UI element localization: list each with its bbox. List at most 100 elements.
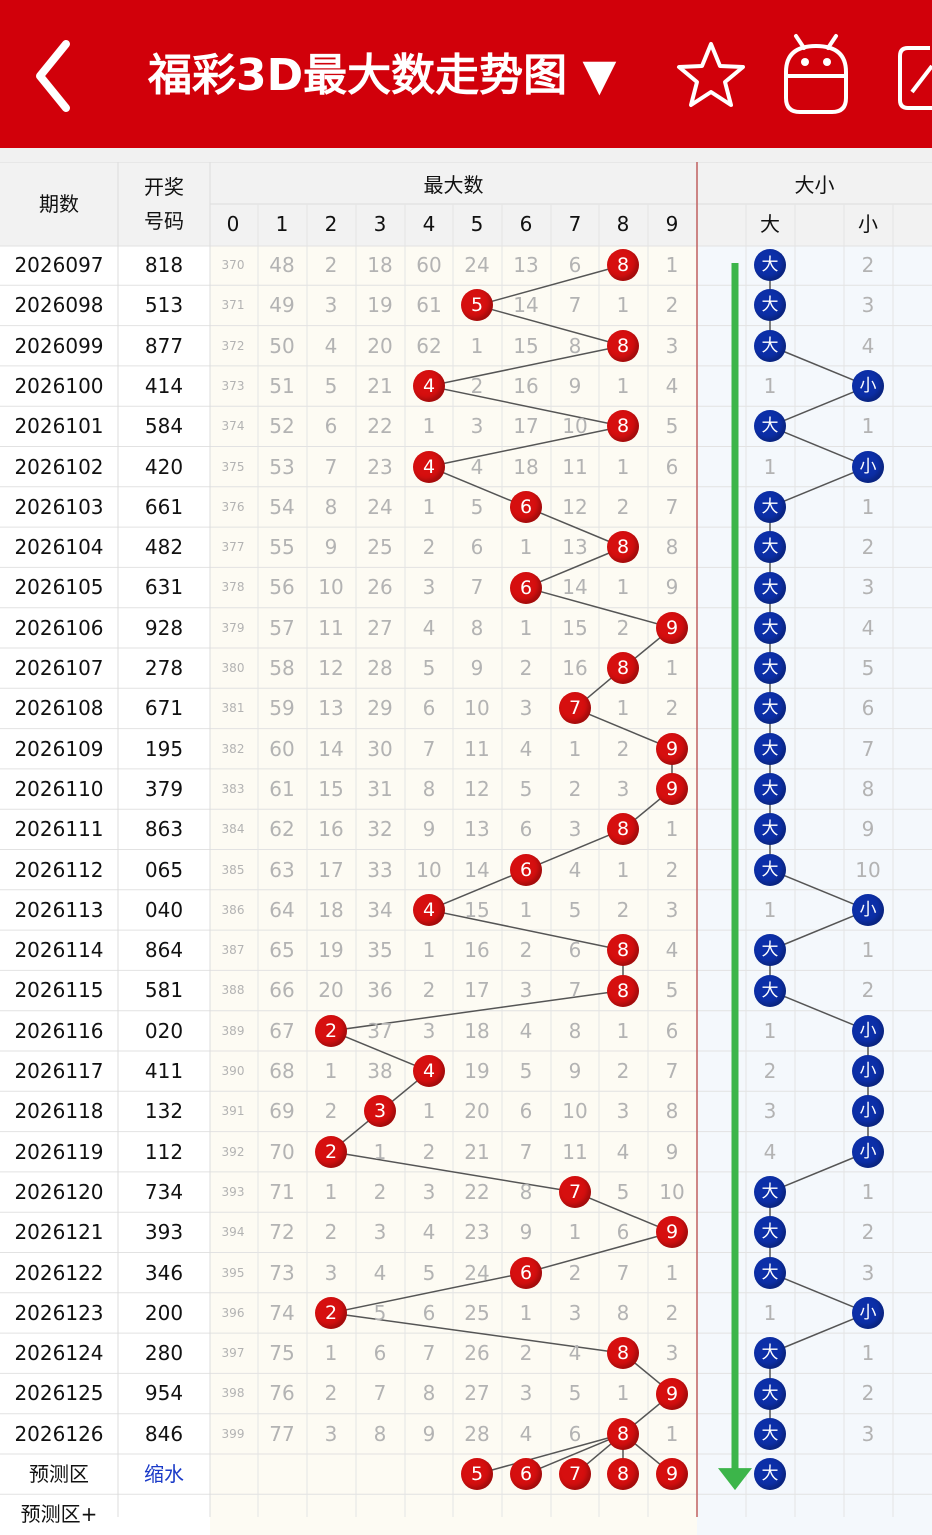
miss-cell: 2 — [324, 1220, 338, 1245]
page-title[interactable]: 福彩3D最大数走势图 ▼ — [148, 50, 617, 101]
edit-icon[interactable] — [890, 38, 932, 114]
size-miss-cell: 1 — [763, 1300, 777, 1325]
max-ball: 4 — [413, 893, 445, 926]
shrink-link[interactable]: 缩水 — [144, 1462, 184, 1486]
trend-line-max — [428, 345, 624, 387]
miss-cell: 29 — [367, 696, 393, 721]
miss-cell: 2 — [324, 253, 338, 277]
trend-line-max — [574, 1191, 673, 1234]
predict-ball: 6 — [510, 1458, 542, 1491]
miss-cell: 387 — [221, 943, 245, 958]
miss-cell: 6 — [568, 1421, 582, 1446]
android-icon[interactable] — [778, 32, 854, 116]
miss-cell: 14 — [464, 857, 490, 882]
miss-cell: 33 — [367, 857, 393, 882]
miss-cell: 22 — [367, 414, 393, 439]
miss-cell: 6 — [519, 1099, 533, 1124]
miss-cell: 3 — [422, 1018, 436, 1043]
header-max-group: 最大数 — [423, 173, 484, 197]
miss-cell: 36 — [367, 978, 393, 1003]
miss-cell: 8 — [422, 776, 436, 801]
miss-cell: 380 — [221, 661, 245, 675]
miss-cell: 6 — [470, 535, 484, 560]
green-arrow-head — [718, 1468, 752, 1491]
miss-cell: 35 — [367, 938, 393, 963]
miss-cell: 54 — [269, 494, 295, 519]
miss-cell: 374 — [221, 419, 245, 434]
miss-cell: 22 — [464, 1179, 490, 1204]
miss-cell: 1 — [422, 414, 436, 439]
draw-cell: 661 — [144, 494, 184, 519]
trend-line-size — [769, 425, 869, 468]
draw-cell: 200 — [144, 1300, 184, 1325]
miss-cell: 68 — [269, 1059, 295, 1083]
miss-cell: 5 — [665, 414, 679, 439]
miss-cell: 7 — [665, 494, 679, 519]
period-cell: 2026101 — [14, 414, 104, 439]
draw-cell: 877 — [144, 333, 184, 358]
miss-cell: 20 — [367, 333, 393, 358]
miss-cell: 394 — [221, 1225, 245, 1240]
miss-cell: 3 — [665, 897, 679, 922]
size-miss-cell: 1 — [861, 1179, 875, 1204]
period-cell: 2026107 — [14, 656, 104, 680]
size-miss-cell: 1 — [861, 414, 875, 439]
max-ball: 6 — [510, 571, 542, 604]
period-cell: 2026102 — [14, 454, 104, 479]
miss-cell: 8 — [568, 333, 582, 358]
draw-cell: 513 — [144, 293, 184, 318]
max-ball: 2 — [315, 1296, 347, 1329]
trend-line-max — [330, 1151, 576, 1193]
miss-cell: 370 — [221, 258, 245, 272]
miss-cell: 395 — [221, 1265, 245, 1280]
miss-cell: 2 — [519, 656, 533, 680]
trend-line-max — [428, 425, 624, 468]
miss-cell: 3 — [324, 1421, 338, 1446]
miss-cell: 72 — [269, 1220, 295, 1245]
size-ball: 大 — [754, 652, 786, 685]
trend-line-size — [769, 465, 869, 508]
header-period: 期数 — [39, 192, 79, 216]
miss-cell: 6 — [422, 1300, 436, 1325]
size-miss-cell: 2 — [763, 1059, 777, 1083]
miss-cell: 2 — [422, 535, 436, 560]
size-ball: 小 — [852, 1095, 884, 1128]
trend-line-max — [428, 909, 624, 951]
miss-cell: 56 — [269, 575, 295, 600]
miss-cell: 4 — [373, 1260, 387, 1285]
star-icon[interactable] — [676, 40, 746, 110]
miss-cell: 6 — [665, 1018, 679, 1043]
miss-cell: 1 — [519, 615, 533, 640]
trend-line-size — [769, 345, 869, 387]
miss-cell: 11 — [464, 736, 490, 761]
miss-cell: 1 — [519, 897, 533, 922]
miss-cell: 396 — [221, 1305, 245, 1320]
miss-cell: 2 — [665, 696, 679, 721]
size-miss-cell: 3 — [861, 293, 875, 318]
trend-line-size — [769, 909, 869, 951]
miss-cell: 4 — [519, 1421, 533, 1446]
miss-cell: 9 — [470, 656, 484, 680]
miss-cell: 1 — [324, 1059, 338, 1083]
miss-cell: 30 — [367, 736, 393, 761]
miss-cell: 24 — [464, 253, 490, 277]
miss-cell: 51 — [269, 373, 295, 398]
miss-cell: 4 — [665, 373, 679, 398]
miss-cell: 383 — [221, 781, 245, 796]
size-miss-cell: 3 — [861, 1260, 875, 1285]
draw-cell: 393 — [144, 1220, 184, 1245]
header-digit-3: 3 — [373, 212, 387, 236]
back-arrow-icon[interactable] — [30, 38, 80, 114]
max-ball: 9 — [656, 773, 688, 806]
header-digit-0: 0 — [226, 212, 240, 236]
period-cell: 2026103 — [14, 494, 104, 519]
miss-cell: 372 — [221, 338, 245, 353]
miss-cell: 7 — [519, 1139, 533, 1164]
miss-cell: 8 — [665, 1099, 679, 1124]
miss-cell: 25 — [464, 1300, 490, 1325]
miss-cell: 1 — [616, 1381, 630, 1406]
trend-line-max — [525, 586, 673, 629]
miss-cell: 8 — [519, 1179, 533, 1204]
miss-cell: 2 — [470, 373, 484, 398]
size-miss-cell: 3 — [763, 1099, 777, 1124]
